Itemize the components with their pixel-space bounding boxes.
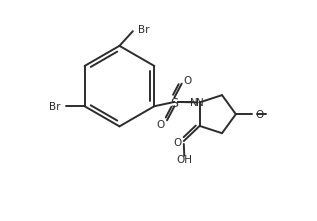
Text: O: O xyxy=(173,138,181,148)
Text: O: O xyxy=(157,120,165,130)
Text: S: S xyxy=(170,97,178,110)
Text: N: N xyxy=(190,98,198,108)
Text: Br: Br xyxy=(49,102,61,112)
Text: Br: Br xyxy=(138,25,150,35)
Text: OH: OH xyxy=(176,155,192,165)
Text: N: N xyxy=(196,98,203,108)
Text: O: O xyxy=(255,110,263,120)
Text: O: O xyxy=(184,76,192,86)
